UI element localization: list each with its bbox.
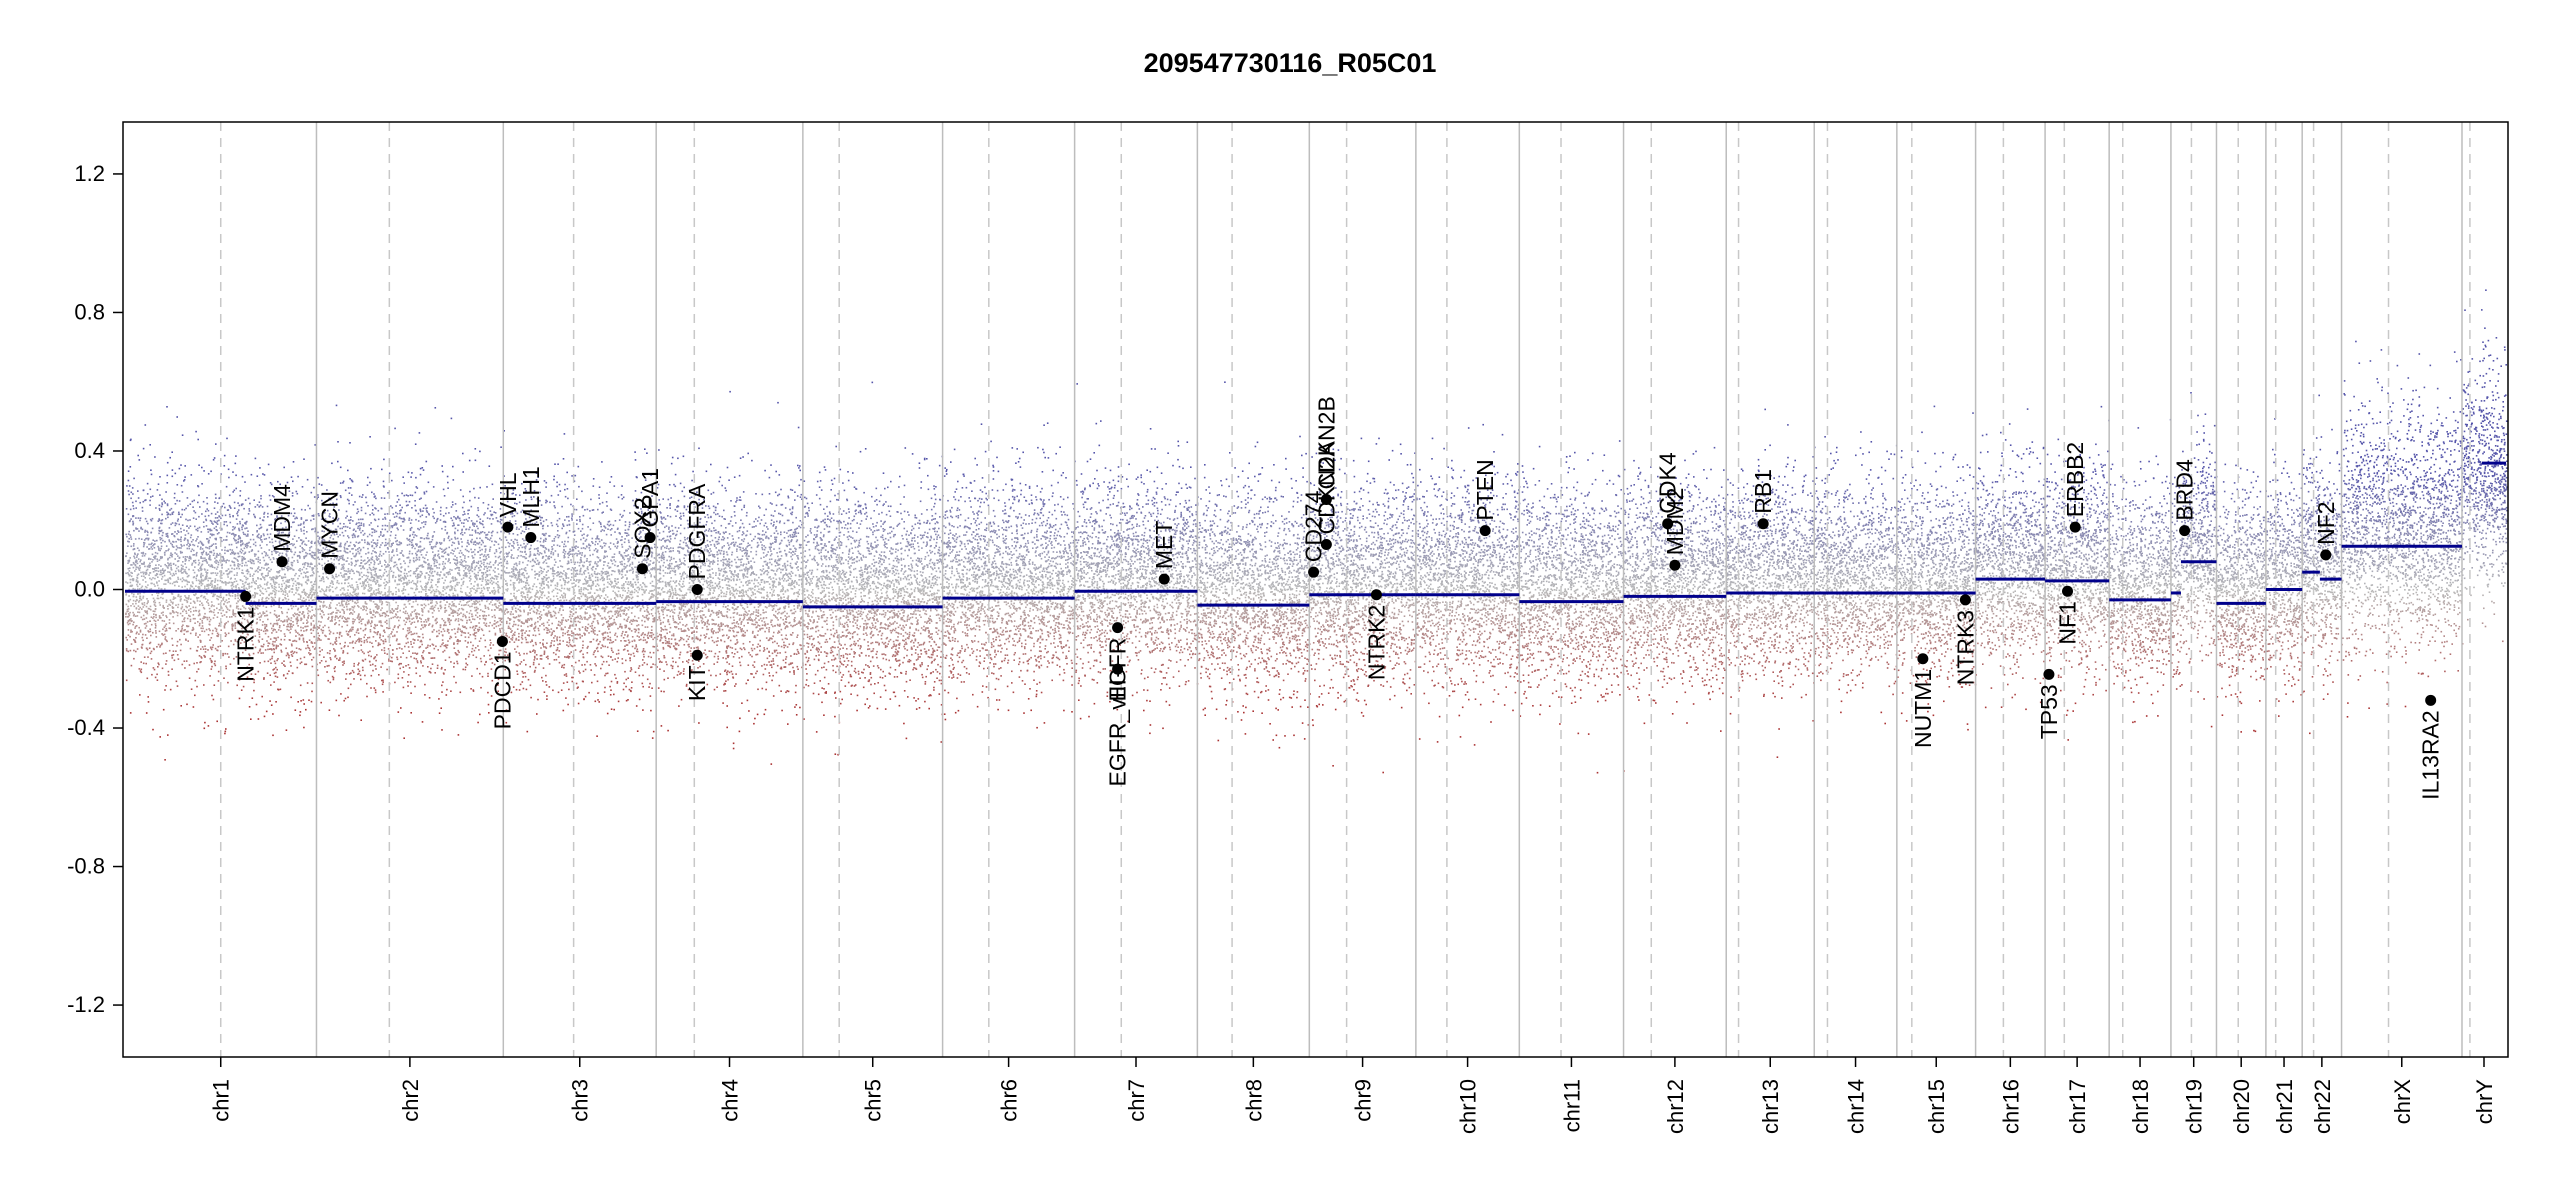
chromosome-label: chr12	[1663, 1079, 1688, 1134]
gene-point	[691, 584, 703, 595]
chromosome-label: chr2	[398, 1079, 423, 1122]
gene-label: MDM2	[1662, 488, 1688, 556]
y-tick-label: -0.8	[67, 854, 105, 879]
gene-label: CDKN2B	[1313, 396, 1339, 489]
chromosome-label: chr14	[1844, 1079, 1869, 1134]
gene-label: CD274	[1301, 490, 1327, 562]
gene-label: BRD4	[2172, 459, 2198, 521]
chromosome-label: chr9	[1351, 1079, 1376, 1122]
gene-label: NTRK2	[1363, 605, 1389, 680]
gene-point	[1669, 559, 1681, 571]
chromosome-label: chrX	[2390, 1079, 2415, 1125]
y-tick-label: 1.2	[74, 161, 105, 186]
gene-point	[1662, 518, 1674, 530]
chromosome-label: chr8	[1241, 1079, 1266, 1122]
gene-label: PDGFRA	[684, 483, 710, 580]
gene-point	[1112, 663, 1124, 675]
gene-point	[276, 556, 288, 568]
gene-point	[1158, 573, 1170, 585]
gene-point	[502, 521, 514, 533]
gene-point	[2062, 585, 2074, 597]
y-tick-label: 0.4	[74, 438, 105, 463]
chromosome-label: chr5	[861, 1079, 886, 1122]
gene-point	[636, 563, 648, 575]
gene-label: EGFR_vIII	[1105, 679, 1131, 786]
gene-point	[2179, 525, 2191, 537]
gene-label: NF1	[2055, 601, 2081, 644]
gene-point	[1370, 589, 1382, 601]
chromosome-label: chr1	[209, 1079, 234, 1122]
gene-label: SOX2	[629, 497, 655, 558]
chart-title: 209547730116_R05C01	[1144, 48, 1437, 78]
chromosome-label: chr21	[2272, 1079, 2297, 1134]
gene-label: MET	[1151, 521, 1177, 570]
gene-label: CDKN2A	[1313, 441, 1339, 535]
gene-label: TP53	[2036, 684, 2062, 739]
gene-point	[644, 532, 656, 544]
y-axis: 1.2 0.8 0.4 0.0 -0.4 -0.8 -1.2	[67, 161, 123, 1017]
x-axis: chr1 chr2 chr3 chr4 chr5 chr6 chr7 chr8 chr9 chr1…	[209, 1057, 2497, 1134]
chromosome-label: chr11	[1559, 1079, 1584, 1132]
gene-point	[2043, 668, 2055, 680]
gene-point	[1308, 566, 1320, 578]
gene-point	[525, 532, 537, 544]
y-tick-label: -1.2	[67, 992, 105, 1017]
gene-label: ERBB2	[2062, 442, 2088, 517]
y-tick-label: -0.4	[67, 715, 105, 740]
gene-label: MYCN	[317, 491, 343, 559]
gene-label: NF2	[2313, 501, 2339, 544]
y-tick-label: 0.0	[74, 577, 105, 602]
chromosome-label: chr22	[2310, 1079, 2335, 1134]
chromosome-label: chr17	[2065, 1079, 2090, 1134]
chromosome-label: chr10	[1456, 1079, 1481, 1134]
gene-label: NUTM1	[1910, 669, 1936, 748]
gene-label: MLH1	[518, 466, 544, 527]
gene-label: IL13RA2	[2418, 710, 2444, 800]
gene-label: CDK4	[1655, 452, 1681, 514]
gene-point	[1959, 594, 1971, 606]
gene-label: NTRK1	[233, 606, 259, 681]
chromosome-label: chr4	[718, 1079, 743, 1122]
gene-point	[2069, 521, 2081, 533]
gene-label: RB1	[1750, 469, 1776, 514]
gene-label: PDCD1	[489, 651, 515, 729]
gene-point	[1479, 525, 1491, 537]
gene-point	[1757, 518, 1769, 530]
gene-point	[691, 649, 703, 661]
chromosome-label: chr18	[2128, 1079, 2153, 1134]
chromosome-label: chr16	[1998, 1079, 2023, 1134]
chromosome-label: chrY	[2472, 1079, 2497, 1125]
chromosome-label: chr13	[1758, 1079, 1783, 1134]
y-tick-label: 0.8	[74, 299, 105, 324]
gene-label: MDM4	[269, 484, 295, 552]
gene-label: EGFR	[1105, 638, 1131, 702]
gene-point	[1320, 538, 1332, 550]
chromosome-label: chr3	[568, 1079, 593, 1122]
gene-point	[240, 590, 252, 602]
gene-point	[2320, 549, 2332, 561]
gene-label: NTRK3	[1952, 610, 1978, 685]
gene-point	[1112, 622, 1124, 634]
gene-point	[2425, 694, 2437, 706]
gene-label: KIT	[684, 665, 710, 701]
gene-label: PTEN	[1472, 459, 1498, 520]
chromosome-label: chr6	[997, 1079, 1022, 1122]
chromosome-label: chr20	[2229, 1079, 2254, 1134]
plot-frame	[122, 121, 2509, 1058]
chromosome-label: chr19	[2182, 1079, 2207, 1134]
gene-point	[1917, 653, 1929, 665]
gene-label: GPA1	[637, 468, 663, 528]
gene-label: VHL	[495, 472, 521, 517]
gene-point	[1320, 493, 1332, 505]
gene-point	[324, 563, 336, 575]
chromosome-label: chr15	[1924, 1079, 1949, 1134]
gene-point	[496, 635, 508, 647]
chromosome-label: chr7	[1124, 1079, 1149, 1122]
